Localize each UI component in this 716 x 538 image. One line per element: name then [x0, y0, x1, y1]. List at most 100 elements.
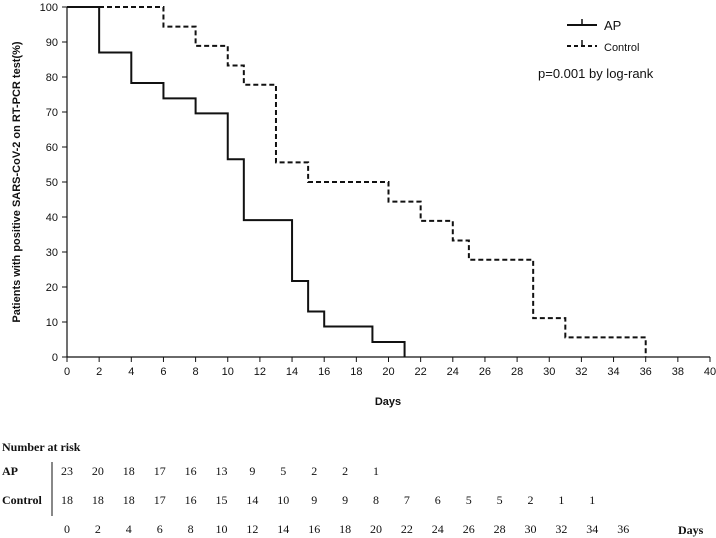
risk-cell: 18 — [61, 493, 73, 507]
x-tick-label: 10 — [222, 366, 234, 378]
x-tick-label: 20 — [382, 366, 394, 378]
y-tick-label: 40 — [46, 212, 58, 224]
x-tick-label: 16 — [318, 366, 330, 378]
risk-cell: 13 — [216, 464, 228, 478]
risk-cell: 2 — [528, 493, 534, 507]
x-tick-label: 0 — [64, 366, 70, 378]
y-tick-label: 80 — [46, 72, 58, 84]
x-tick-label: 2 — [96, 366, 102, 378]
risk-cell: 18 — [92, 493, 104, 507]
risk-cell: 14 — [246, 493, 258, 507]
risk-day-label: 4 — [126, 522, 132, 536]
curves — [67, 6, 647, 357]
risk-cell: 8 — [373, 493, 379, 507]
risk-cell: 9 — [311, 493, 317, 507]
risk-row-label-control: Control — [2, 493, 42, 507]
x-tick-label: 24 — [447, 366, 459, 378]
risk-cell: 1 — [373, 464, 379, 478]
risk-table-title: Number at risk — [2, 440, 81, 454]
risk-day-label: 32 — [555, 522, 567, 536]
risk-cell: 16 — [185, 464, 197, 478]
y-tick-label: 60 — [46, 142, 58, 154]
x-tick-label: 34 — [607, 366, 619, 378]
risk-cell: 7 — [404, 493, 410, 507]
x-tick-label: 28 — [511, 366, 523, 378]
x-tick-label: 14 — [286, 366, 298, 378]
x-tick-label: 4 — [128, 366, 134, 378]
risk-days-label: Days — [678, 523, 704, 537]
legend-ap-label: AP — [604, 18, 621, 33]
risk-cell: 1 — [558, 493, 564, 507]
x-tick-label: 36 — [640, 366, 652, 378]
risk-cell: 16 — [185, 493, 197, 507]
risk-cell: 18 — [123, 464, 135, 478]
risk-cell: 23 — [61, 464, 73, 478]
risk-day-label: 6 — [157, 522, 163, 536]
x-tick-label: 26 — [479, 366, 491, 378]
legend-control-marker — [567, 40, 597, 47]
risk-day-label: 14 — [277, 522, 289, 536]
risk-cell: 6 — [435, 493, 441, 507]
y-tick-label: 10 — [46, 317, 58, 329]
risk-day-label: 18 — [339, 522, 351, 536]
risk-day-label: 10 — [216, 522, 228, 536]
risk-cell: 17 — [154, 464, 166, 478]
x-tick-label: 8 — [193, 366, 199, 378]
risk-cell: 17 — [154, 493, 166, 507]
y-tick-label: 90 — [46, 37, 58, 49]
y-tick-label: 50 — [46, 177, 58, 189]
risk-cell: 9 — [249, 464, 255, 478]
risk-day-label: 20 — [370, 522, 382, 536]
risk-day-label: 34 — [586, 522, 598, 536]
risk-cell: 9 — [342, 493, 348, 507]
x-tick-label: 12 — [254, 366, 266, 378]
series-line-ap — [67, 6, 406, 357]
x-axis-title: Days — [375, 396, 401, 408]
risk-day-label: 24 — [432, 522, 444, 536]
risk-cell: 10 — [277, 493, 289, 507]
x-tick-label: 6 — [160, 366, 166, 378]
risk-day-label: 36 — [617, 522, 629, 536]
risk-day-label: 28 — [494, 522, 506, 536]
x-tick-label: 38 — [672, 366, 684, 378]
y-tick-label: 20 — [46, 282, 58, 294]
risk-cell: 1 — [589, 493, 595, 507]
x-tick-label: 30 — [543, 366, 555, 378]
risk-day-label: 2 — [95, 522, 101, 536]
risk-cell: 5 — [280, 464, 286, 478]
legend-ap-marker — [567, 19, 597, 26]
legend-control-label: Control — [604, 42, 639, 54]
risk-cell: 2 — [311, 464, 317, 478]
risk-day-label: 30 — [525, 522, 537, 536]
risk-cell: 5 — [466, 493, 472, 507]
y-tick-label: 100 — [40, 2, 58, 14]
y-ticks: 0 10 20 30 40 50 60 70 80 90 100 — [40, 2, 67, 364]
risk-day-label: 0 — [64, 522, 70, 536]
x-ticks: 0 2 4 6 8 10 12 14 16 18 20 22 24 26 28 30 32 34 36 38 40 — [64, 357, 716, 378]
risk-cell: 20 — [92, 464, 104, 478]
x-tick-label: 32 — [575, 366, 587, 378]
risk-day-label: 8 — [188, 522, 194, 536]
risk-day-label: 22 — [401, 522, 413, 536]
log-rank-annotation: p=0.001 by log-rank — [538, 66, 654, 81]
x-tick-label: 22 — [415, 366, 427, 378]
x-tick-label: 18 — [350, 366, 362, 378]
y-axis-title: Patients with positive SARS-CoV-2 on RT-… — [11, 41, 23, 322]
y-tick-label: 0 — [52, 352, 58, 364]
x-tick-label: 40 — [704, 366, 716, 378]
risk-day-label: 26 — [463, 522, 475, 536]
legend: AP Control — [567, 18, 639, 54]
risk-row-label-ap: AP — [2, 464, 18, 478]
plot-area: 0 2 4 6 8 10 12 14 16 18 20 22 24 26 28 30 32 34 36 38 40 01… — [40, 2, 716, 378]
risk-cell: 5 — [497, 493, 503, 507]
risk-cell: 2 — [342, 464, 348, 478]
y-tick-label: 70 — [46, 107, 58, 119]
risk-cell: 18 — [123, 493, 135, 507]
series-line-control — [67, 6, 647, 357]
risk-day-label: 16 — [308, 522, 320, 536]
y-tick-label: 30 — [46, 247, 58, 259]
risk-cell: 15 — [216, 493, 228, 507]
risk-cells: 23 20 18 17 16 13 9 5 2 2 118 18 18 17 16 15 14 10 9 9 8 7 6 5 5… — [61, 464, 629, 536]
risk-day-label: 12 — [246, 522, 258, 536]
